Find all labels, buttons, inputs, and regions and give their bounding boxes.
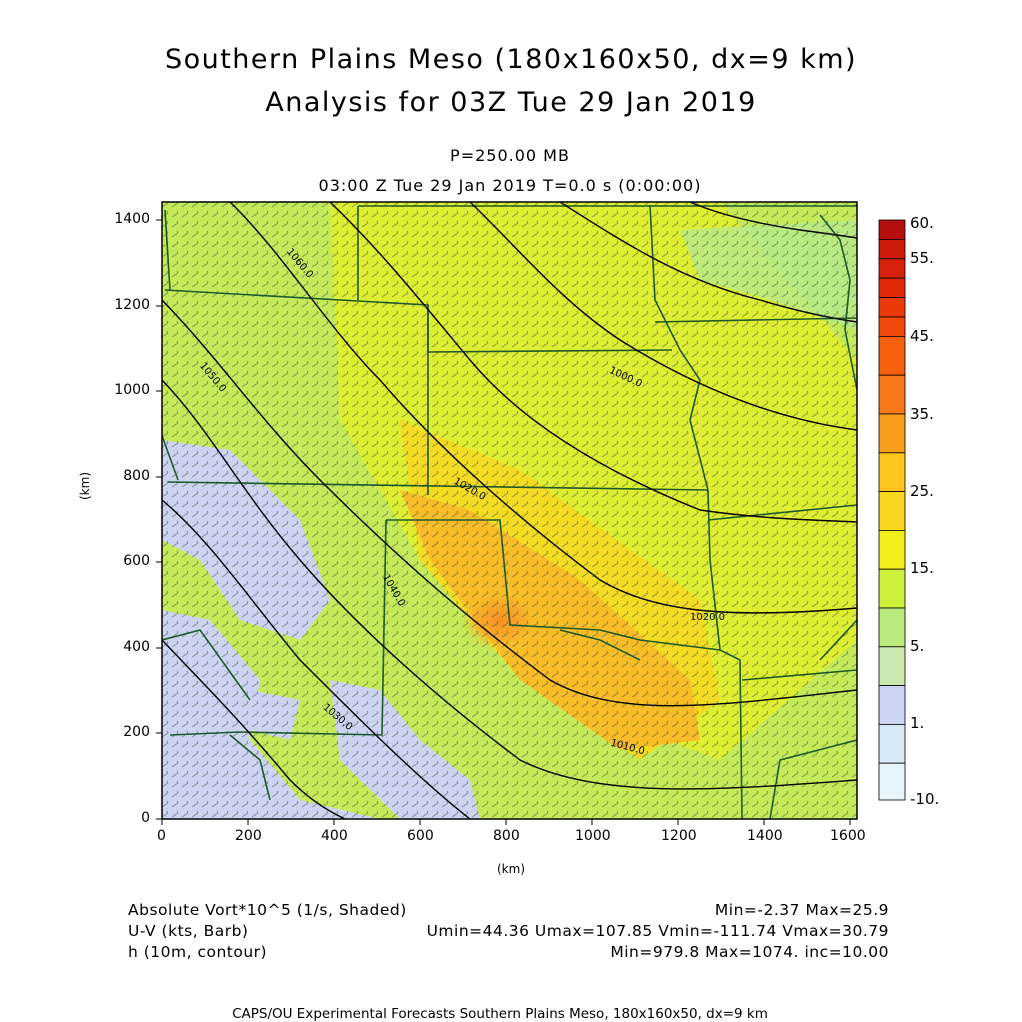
colorbar-label: 55.	[910, 249, 934, 267]
x-tick-label: 1200	[661, 828, 697, 844]
y-tick-label: 600	[123, 553, 150, 569]
map-area	[162, 202, 857, 819]
y-tick-label: 800	[123, 468, 150, 484]
x-axis-ticks	[161, 819, 851, 825]
x-tick-label: 400	[321, 828, 348, 844]
y-tick-label: 1400	[114, 211, 150, 227]
pressure-level: P=250.00 MB	[450, 146, 570, 165]
contour-field-label: h (10m, contour)	[128, 943, 268, 961]
contour-label: 1020.0	[690, 612, 725, 623]
title-line-1: Southern Plains Meso (180x160x50, dx=9 k…	[164, 44, 858, 75]
colorbar-label: 60.	[910, 214, 934, 232]
x-tick-label: 1400	[747, 828, 783, 844]
x-tick-label: 600	[407, 828, 434, 844]
colorbar-label: 25.	[910, 482, 934, 500]
shaded-field-range: Min=-2.37 Max=25.9	[714, 901, 889, 919]
colorbar-label: 5.	[910, 637, 925, 655]
colorbar-label: -10.	[910, 790, 940, 808]
x-tick-label: 1000	[575, 828, 611, 844]
barb-field-range: Umin=44.36 Umax=107.85 Vmin=-111.74 Vmax…	[426, 922, 889, 940]
y-tick-label: 1200	[114, 297, 150, 313]
x-tick-label: 0	[157, 828, 166, 844]
state-borders	[162, 204, 857, 819]
wind-barbs	[162, 202, 857, 819]
x-axis-unit: (km)	[497, 862, 526, 876]
y-tick-label: 0	[141, 810, 150, 826]
height-contours	[162, 202, 857, 819]
valid-time: 03:00 Z Tue 29 Jan 2019 T=0.0 s (0:00:00…	[318, 176, 702, 195]
footer-credit: CAPS/OU Experimental Forecasts Southern …	[232, 1006, 768, 1022]
colorbar-label: 35.	[910, 405, 934, 423]
shaded-field-label: Absolute Vort*10^5 (1/s, Shaded)	[128, 901, 407, 919]
y-tick-label: 200	[123, 724, 150, 740]
colorbar-label: 45.	[910, 327, 934, 345]
colorbar	[878, 219, 906, 801]
y-tick-label: 1000	[114, 382, 150, 398]
x-tick-label: 800	[493, 828, 520, 844]
x-tick-label: 200	[235, 828, 262, 844]
title-line-2: Analysis for 03Z Tue 29 Jan 2019	[265, 87, 757, 118]
y-tick-label: 400	[123, 639, 150, 655]
x-tick-label: 1600	[830, 828, 866, 844]
barb-field-label: U-V (kts, Barb)	[128, 922, 249, 940]
y-axis-unit: (km)	[78, 471, 92, 500]
y-axis-ticks	[156, 219, 162, 820]
map-frame	[161, 201, 858, 820]
colorbar-label: 1.	[910, 714, 925, 732]
colorbar-label: 15.	[910, 559, 934, 577]
contour-field-range: Min=979.8 Max=1074. inc=10.00	[610, 943, 889, 961]
